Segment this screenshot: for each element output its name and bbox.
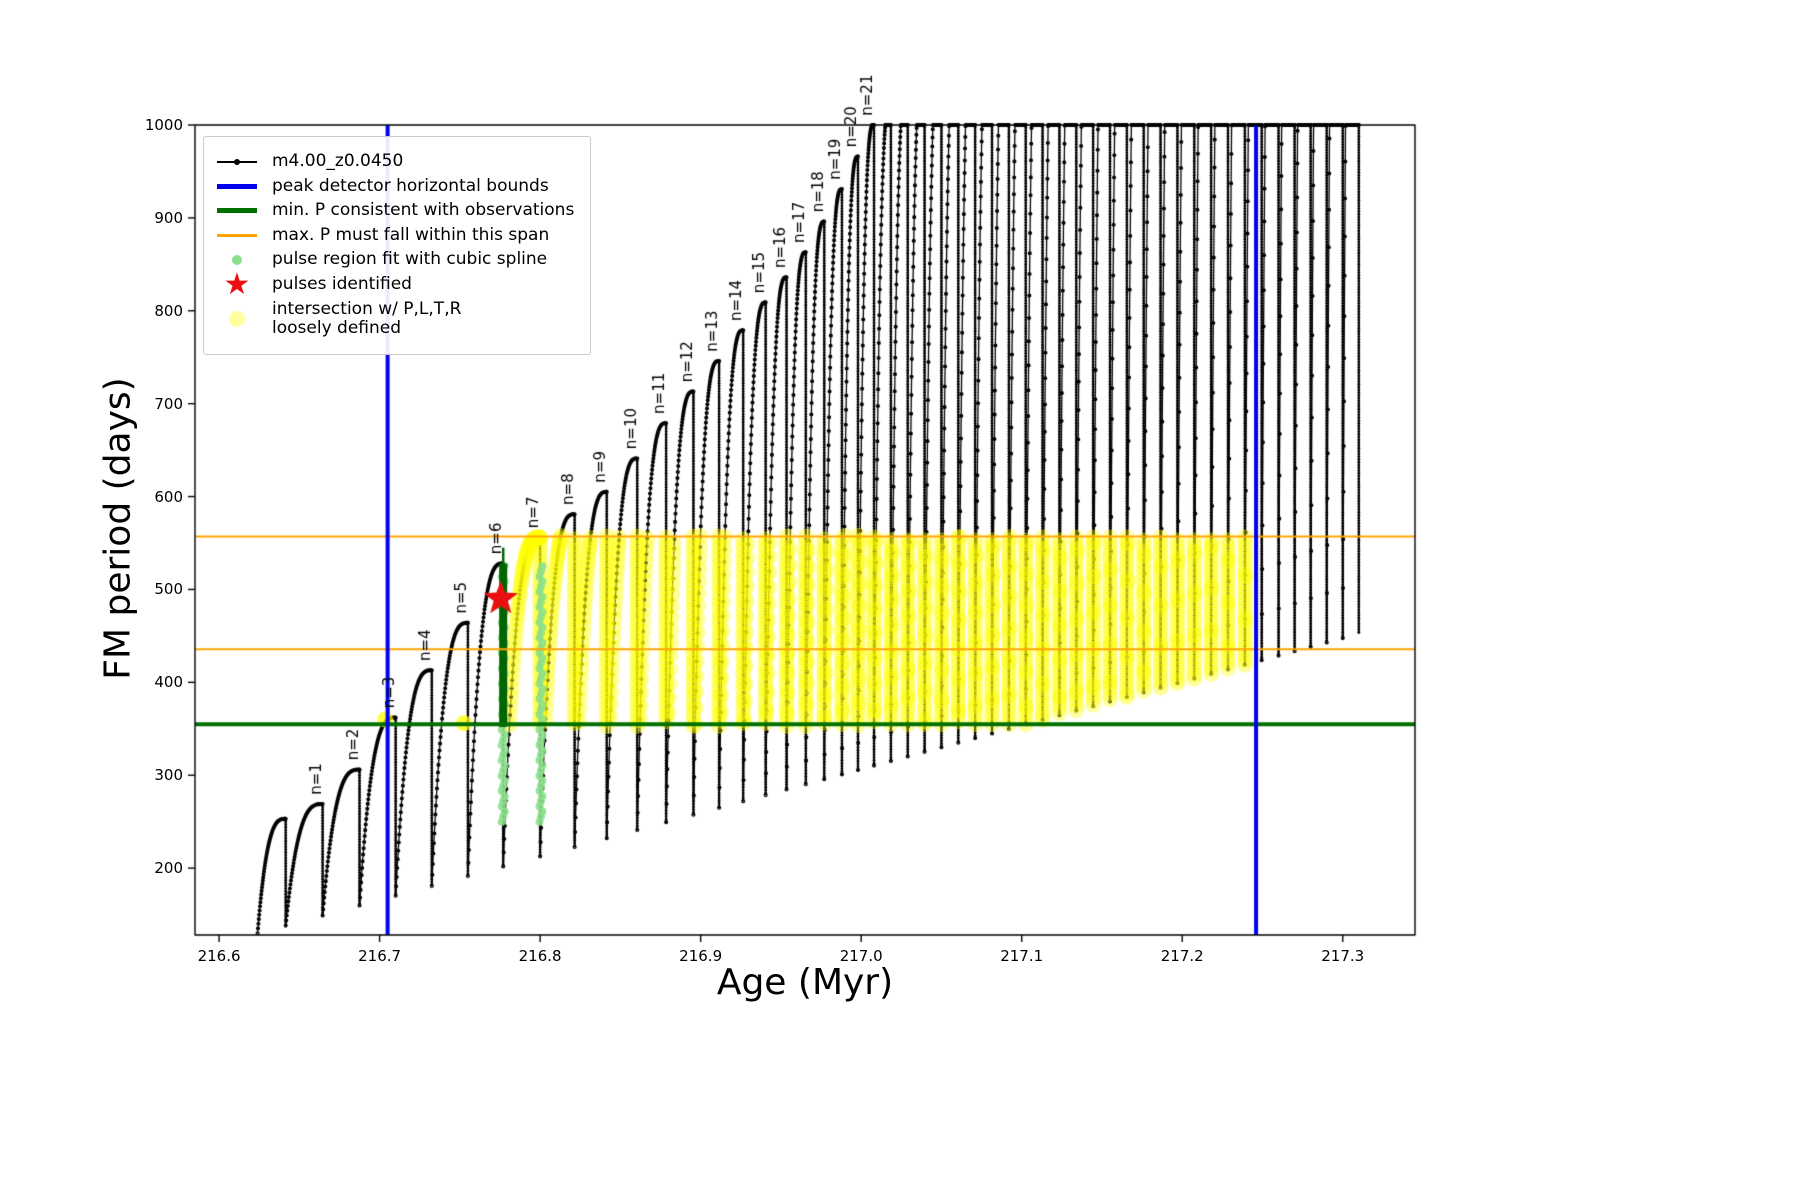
line-swatch-icon (216, 234, 258, 237)
y-tick-label: 700 (154, 394, 183, 413)
x-tick-label: 216.7 (358, 947, 402, 965)
y-tick-label: 800 (154, 301, 183, 320)
legend-item: pulse region fit with cubic spline (216, 250, 574, 270)
legend-item: intersection w/ P,L,T,R loosely defined (216, 298, 574, 339)
legend-label: max. P must fall within this span (272, 224, 550, 245)
legend-label: intersection w/ P,L,T,R loosely defined (272, 298, 462, 339)
y-tick-label: 400 (154, 673, 183, 692)
y-axis-title: FM period (days) (97, 377, 139, 680)
legend-item: ★ pulses identified (216, 266, 574, 302)
star-icon: ★ (223, 266, 251, 302)
legend-label: m4.00_z0.0450 (272, 151, 404, 171)
x-tick-label: 216.6 (197, 947, 241, 965)
line-swatch-icon (216, 183, 258, 189)
x-tick-label: 217.1 (1000, 947, 1044, 965)
x-axis-title: Age (Myr) (716, 962, 894, 1003)
x-tick-label: 217.3 (1321, 947, 1365, 965)
x-tick-label: 217.2 (1160, 947, 1204, 965)
legend-item: max. P must fall within this span (216, 224, 574, 246)
legend-item: m4.00_z0.0450 (216, 151, 574, 172)
x-tick-label: 216.8 (518, 947, 562, 965)
y-tick-label: 600 (154, 487, 183, 506)
legend-label: pulses identified (272, 273, 412, 294)
y-tick-label: 1000 (144, 116, 183, 134)
x-tick-label: 217.0 (839, 947, 883, 965)
legend-item: min. P consistent with observations (216, 201, 574, 221)
legend-label: pulse region fit with cubic spline (272, 249, 548, 270)
y-tick-label: 300 (154, 766, 183, 785)
line-swatch-icon (216, 208, 258, 214)
x-tick-label: 216.9 (679, 947, 723, 965)
yellow-dot-icon (216, 311, 258, 328)
green-dot-icon (216, 254, 258, 265)
legend-item: peak detector horizontal bounds (216, 175, 574, 197)
y-tick-label: 200 (154, 859, 183, 878)
legend-label: peak detector horizontal bounds (272, 175, 549, 196)
series-line-icon (216, 158, 258, 165)
y-tick-label: 900 (154, 208, 183, 227)
y-tick-label: 500 (154, 580, 183, 599)
legend-label: min. P consistent with observations (272, 200, 575, 221)
